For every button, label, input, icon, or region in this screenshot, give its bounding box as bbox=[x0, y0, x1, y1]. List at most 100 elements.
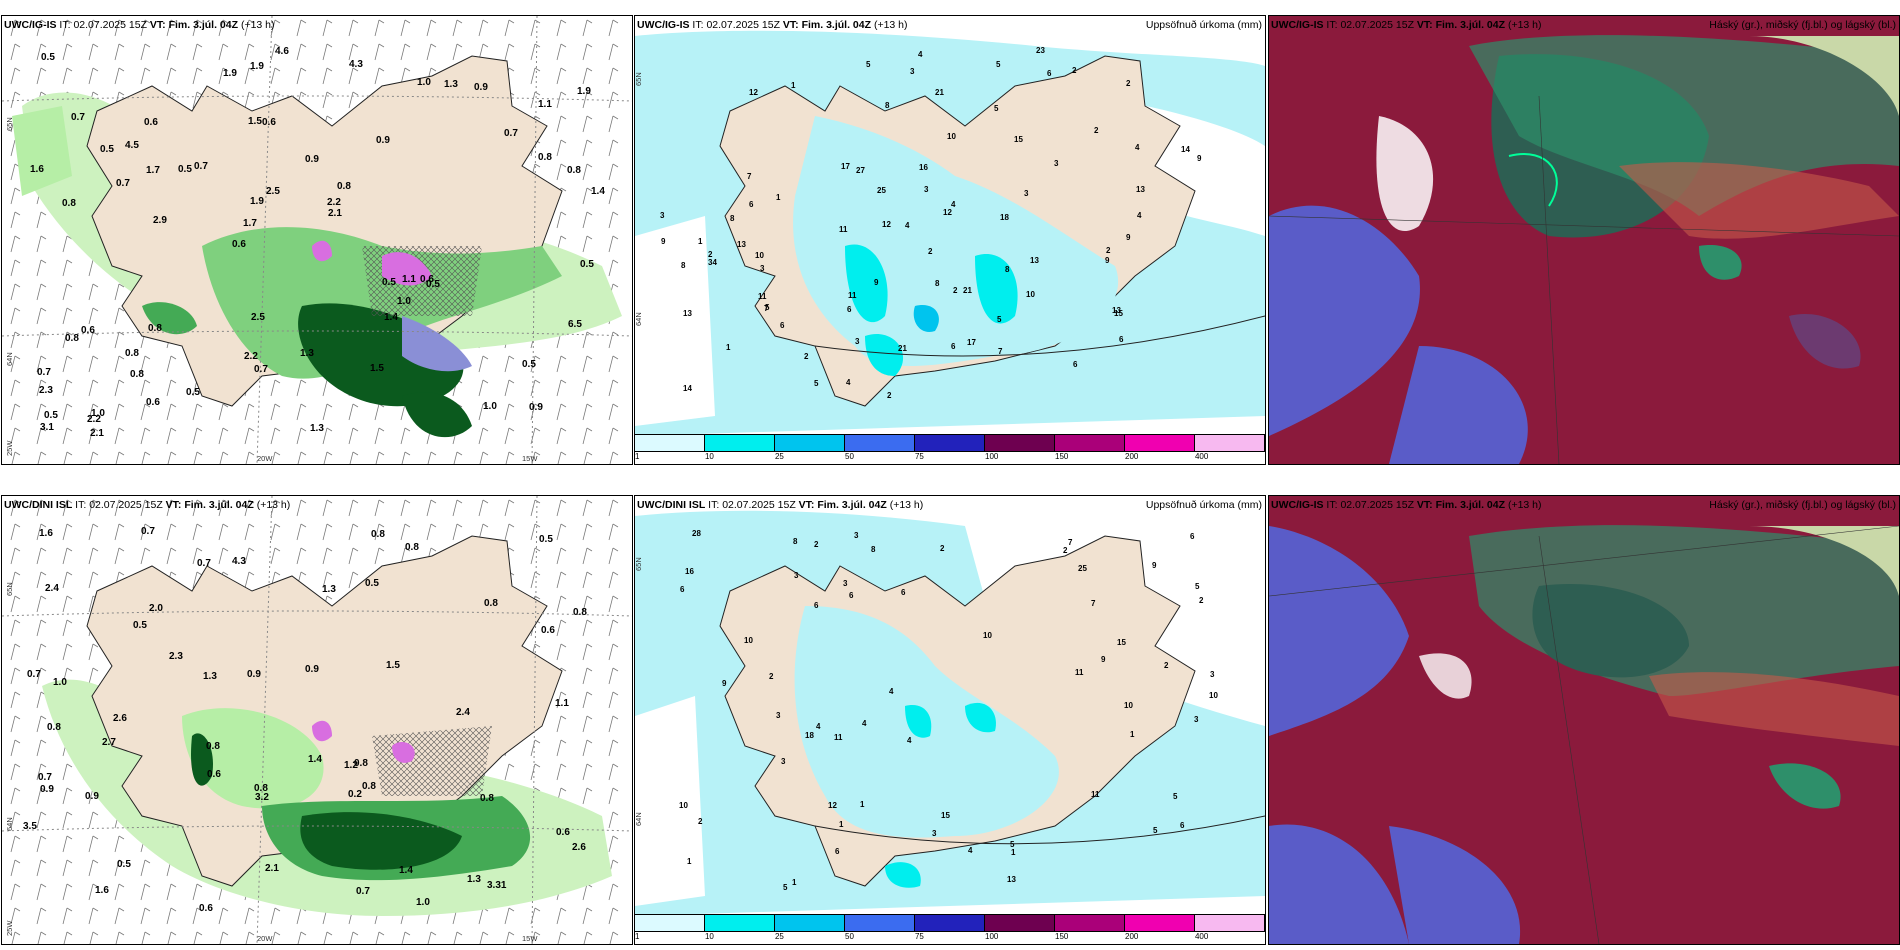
map-value-label: 9 bbox=[661, 237, 666, 246]
lon-label: 15W bbox=[522, 934, 538, 943]
map-panel-precip-top: UWC/IG-IS IT: 02.07.2025 15Z VT: Fim. 3.… bbox=[634, 15, 1266, 465]
map-value-label: 6 bbox=[1047, 69, 1052, 78]
map-value-label: 2.1 bbox=[90, 428, 104, 439]
panel-title: UWC/DINI ISL IT: 02.07.2025 15Z VT: Fim.… bbox=[4, 499, 291, 511]
map-value-label: 10 bbox=[744, 636, 753, 645]
map-value-label: 4 bbox=[918, 50, 923, 59]
map-value-label: 16 bbox=[685, 567, 694, 576]
map-value-label: 1.6 bbox=[39, 528, 53, 539]
map-value-label: 7 bbox=[1068, 538, 1073, 547]
legend-swatch bbox=[705, 915, 775, 931]
map-value-label: 0.5 bbox=[580, 259, 594, 270]
map-value-label: 34 bbox=[708, 258, 717, 267]
map-value-label: 3.31 bbox=[487, 880, 507, 891]
map-value-label: 1.1 bbox=[402, 274, 416, 285]
map-value-label: 0.9 bbox=[305, 154, 319, 165]
map-value-label: 15 bbox=[1117, 638, 1126, 647]
map-value-label: 10 bbox=[947, 132, 956, 141]
map-value-label: 10 bbox=[1209, 691, 1218, 700]
map-value-label: 2 bbox=[708, 250, 713, 259]
legend-swatch bbox=[1055, 915, 1125, 931]
legend-swatch bbox=[845, 435, 915, 451]
map-value-label: 2.9 bbox=[153, 215, 167, 226]
legend-tick: 10 bbox=[704, 452, 714, 461]
map-value-label: 1.1 bbox=[538, 99, 552, 110]
map-value-label: 5 bbox=[866, 60, 871, 69]
map-value-label: 7 bbox=[747, 172, 752, 181]
legend-tick: 400 bbox=[1194, 452, 1209, 461]
map-value-label: 0.5 bbox=[41, 52, 55, 63]
map-value-label: 6 bbox=[1073, 360, 1078, 369]
lon-label: 25W bbox=[5, 440, 14, 456]
map-value-label: 10 bbox=[755, 251, 764, 260]
map-value-label: 15 bbox=[1114, 309, 1123, 318]
panel-right-title: Uppsöfnuð úrkoma (mm) bbox=[1145, 19, 1262, 31]
map-value-label: 0.5 bbox=[186, 387, 200, 398]
map-value-label: 0.7 bbox=[141, 526, 155, 537]
map-value-label: 2.3 bbox=[169, 651, 183, 662]
legend-swatch bbox=[635, 915, 705, 931]
map-value-label: 0.7 bbox=[71, 112, 85, 123]
map-value-label: 1.3 bbox=[322, 584, 336, 595]
map-value-label: 1.3 bbox=[467, 874, 481, 885]
map-value-label: 0.6 bbox=[199, 903, 213, 914]
map-value-label: 11 bbox=[758, 292, 767, 301]
legend-swatch bbox=[1125, 435, 1195, 451]
legend-tick: 150 bbox=[1055, 932, 1069, 941]
map-value-label: 2.6 bbox=[572, 842, 586, 853]
map-value-label: 0.6 bbox=[232, 239, 246, 250]
map-value-label: 0.6 bbox=[144, 117, 158, 128]
legend-tick: 400 bbox=[1194, 932, 1209, 941]
map-value-label: 0.7 bbox=[37, 367, 51, 378]
map-value-label: 11 bbox=[1091, 790, 1100, 799]
map-value-label: 2 bbox=[1106, 246, 1111, 255]
map-value-label: 5 bbox=[994, 104, 999, 113]
precip-legend: 1 10 25 50 75 100 150 200 400 bbox=[635, 434, 1265, 464]
map-value-label: 4.5 bbox=[125, 140, 139, 151]
map-value-label: 2.7 bbox=[102, 737, 116, 748]
map-value-label: 0.5 bbox=[539, 534, 553, 545]
panel-right-title: Uppsöfnuð úrkoma (mm) bbox=[1145, 499, 1262, 511]
map-value-label: 1.4 bbox=[399, 865, 413, 876]
map-value-label: 2 bbox=[1063, 546, 1068, 555]
map-value-label: 16 bbox=[919, 163, 928, 172]
map-value-label: 9 bbox=[1152, 561, 1157, 570]
map-value-label: 1.4 bbox=[591, 186, 605, 197]
map-value-label: 2 bbox=[1199, 596, 1204, 605]
map-value-label: 4 bbox=[816, 722, 821, 731]
legend-swatch bbox=[1125, 915, 1195, 931]
map-value-label: 1.6 bbox=[95, 885, 109, 896]
lat-label: 65N bbox=[5, 582, 14, 596]
map-value-label: 0.8 bbox=[371, 529, 385, 540]
map-value-label: 12 bbox=[943, 208, 952, 217]
map-value-label: 0.9 bbox=[474, 82, 488, 93]
map-value-label: 5 bbox=[1153, 826, 1158, 835]
lat-label: 65N bbox=[5, 117, 14, 131]
map-value-label: 0.6 bbox=[556, 827, 570, 838]
map-value-label: 2.5 bbox=[266, 186, 280, 197]
map-value-label: 1.3 bbox=[300, 348, 314, 359]
map-value-label: 1.3 bbox=[203, 671, 217, 682]
map-value-label: 1.5 bbox=[370, 363, 384, 374]
map-value-label: 6 bbox=[780, 321, 785, 330]
map-value-label: 0.8 bbox=[148, 323, 162, 334]
map-value-label: 6 bbox=[835, 847, 840, 856]
map-value-label: 6 bbox=[1190, 532, 1195, 541]
legend-tick: 10 bbox=[704, 932, 714, 941]
map-value-label: 0.8 bbox=[484, 598, 498, 609]
map-value-label: 0.8 bbox=[65, 333, 79, 344]
map-value-label: 8 bbox=[885, 101, 890, 110]
legend-tick: 50 bbox=[845, 932, 854, 941]
map-value-label: 2 bbox=[940, 544, 945, 553]
legend-tick: 75 bbox=[914, 932, 924, 941]
map-value-label: 23 bbox=[1036, 46, 1045, 55]
map-value-label: 13 bbox=[1007, 875, 1016, 884]
legend-swatch bbox=[985, 435, 1055, 451]
panel-title: UWC/IG-IS IT: 02.07.2025 15Z VT: Fim. 3.… bbox=[1271, 499, 1542, 511]
legend-swatch bbox=[1195, 435, 1265, 451]
map-value-label: 3 bbox=[760, 264, 765, 273]
legend-swatch bbox=[635, 435, 705, 451]
map-value-label: 0.5 bbox=[522, 359, 536, 370]
lon-label: 15W bbox=[522, 454, 538, 463]
map-panel-wind-top: UWC/IG-IS IT: 02.07.2025 15Z VT: Fim. 3.… bbox=[1, 15, 633, 465]
